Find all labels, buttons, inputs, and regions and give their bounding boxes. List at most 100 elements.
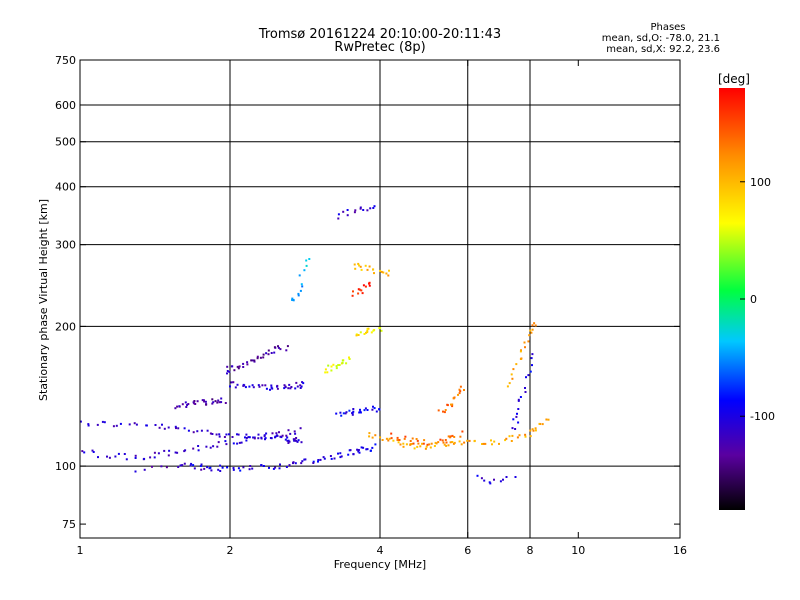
echo-point	[178, 405, 181, 408]
echo-point	[405, 443, 408, 446]
echo-point	[200, 463, 203, 466]
echo-point	[449, 435, 452, 438]
echo-point	[355, 334, 358, 337]
echo-point	[531, 364, 533, 367]
echo-point	[337, 452, 339, 455]
echo-point	[447, 444, 450, 447]
echo-point	[256, 357, 259, 360]
echo-point	[525, 376, 527, 379]
echo-point	[339, 456, 342, 459]
echo-point	[206, 466, 209, 469]
echo-point	[153, 451, 156, 454]
echo-point	[192, 464, 195, 467]
echo-point	[490, 439, 492, 442]
echo-point	[359, 206, 362, 209]
echo-point	[211, 398, 214, 401]
y-axis-label: Stationary phase Virtual Height [km]	[37, 199, 50, 401]
echo-point	[417, 442, 420, 445]
echo-point	[219, 464, 222, 467]
echo-point	[445, 441, 448, 444]
echo-point	[461, 430, 464, 433]
echo-point	[123, 453, 126, 455]
y-tick-label: 200	[55, 320, 76, 333]
echo-point	[514, 428, 517, 430]
echo-point	[184, 401, 187, 404]
echo-point	[220, 397, 223, 400]
echo-point	[305, 264, 308, 267]
y-tick-label: 600	[55, 99, 76, 112]
echo-point	[211, 402, 214, 405]
echo-point	[248, 436, 251, 439]
echo-point	[209, 432, 212, 435]
echo-point	[452, 397, 455, 400]
y-tick-label: 400	[55, 181, 76, 194]
echo-point	[369, 207, 372, 210]
echo-point	[276, 387, 279, 390]
echo-point	[224, 402, 227, 404]
echo-point	[260, 436, 263, 439]
colorbar-unit-label: [deg]	[718, 72, 750, 86]
y-tick-label: 100	[55, 460, 76, 473]
echo-point	[297, 294, 300, 297]
echo-point	[538, 422, 541, 425]
echo-point	[149, 456, 152, 459]
colorbar-tick-label: -100	[750, 410, 775, 423]
echo-point	[245, 439, 248, 442]
echo-point	[327, 364, 330, 367]
echo-point	[339, 411, 342, 414]
echo-point	[512, 368, 515, 371]
echo-point	[458, 392, 461, 395]
echo-point	[238, 441, 241, 444]
echo-point	[246, 361, 249, 364]
echo-point	[425, 445, 428, 448]
echo-point	[319, 458, 322, 461]
x-tick-label: 2	[227, 544, 234, 557]
echo-point	[302, 382, 305, 385]
echo-point	[167, 454, 170, 457]
echo-point	[187, 429, 190, 432]
echo-point	[87, 423, 90, 426]
echo-point	[193, 467, 196, 470]
echo-point	[280, 436, 283, 439]
echo-point	[303, 269, 306, 272]
echo-point	[112, 425, 115, 428]
echo-point	[292, 298, 295, 301]
echo-point	[240, 441, 243, 444]
echo-point	[204, 400, 207, 403]
echo-point	[265, 352, 268, 355]
echo-point	[534, 324, 537, 327]
echo-point	[524, 346, 526, 349]
echo-point	[291, 299, 294, 301]
echo-point	[252, 386, 255, 389]
echo-point	[362, 446, 365, 449]
echo-point	[520, 349, 522, 352]
stats-o-mode: mean, sd,O: -78.0, 21.1	[601, 33, 720, 44]
echo-point	[463, 389, 465, 391]
echo-point	[288, 383, 291, 386]
x-tick-label: 1	[77, 544, 84, 557]
echo-point	[352, 290, 354, 293]
echo-point	[451, 434, 454, 437]
echo-point	[358, 451, 361, 454]
echo-point	[368, 284, 371, 287]
echo-point	[324, 368, 327, 371]
echo-point	[177, 466, 180, 468]
echo-point	[79, 420, 82, 423]
echo-point	[337, 213, 340, 216]
echo-point	[242, 362, 245, 365]
echo-point	[371, 446, 374, 449]
echo-point	[256, 355, 259, 358]
echo-point	[268, 466, 270, 469]
echo-point	[345, 362, 348, 365]
echo-point	[220, 401, 223, 404]
echo-point	[519, 358, 522, 360]
echo-point	[297, 292, 300, 295]
echo-point	[428, 443, 431, 446]
chart-title: Tromsø 20161224 20:10:00-20:11:43	[258, 27, 502, 42]
echo-point	[409, 443, 412, 446]
echo-point	[236, 383, 239, 386]
echo-point	[273, 351, 276, 354]
echo-point	[279, 463, 281, 466]
echo-point	[167, 426, 170, 429]
echo-point	[226, 365, 229, 368]
